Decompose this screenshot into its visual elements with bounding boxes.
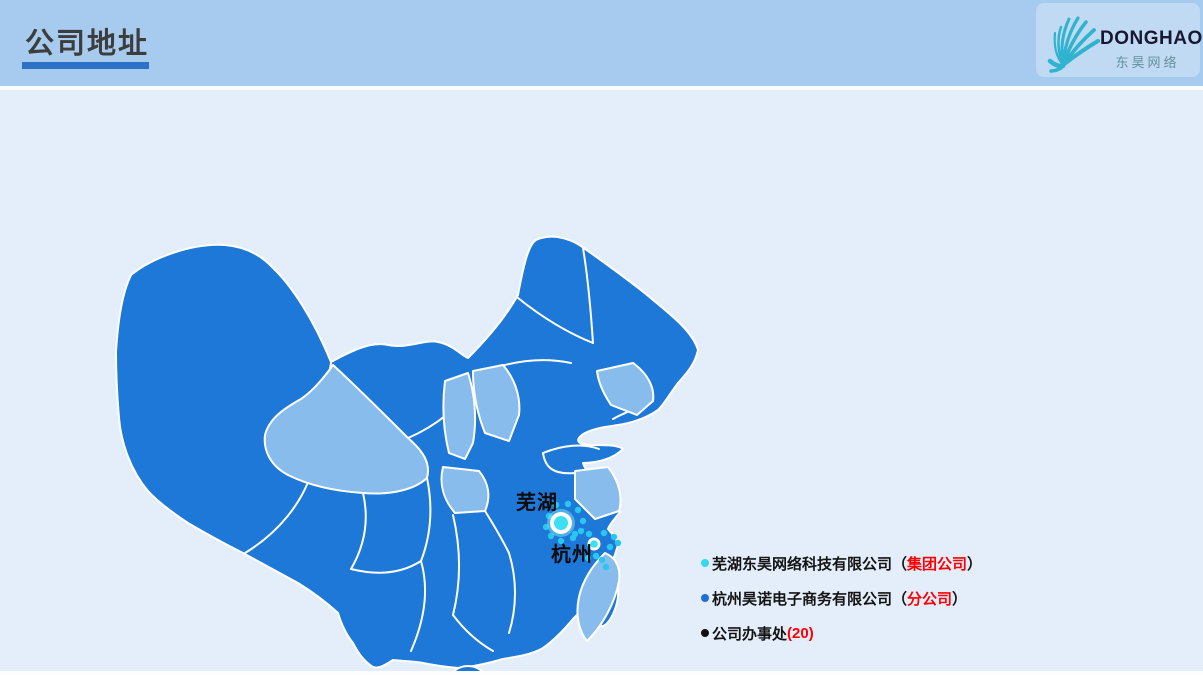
fan-leaves-icon [1047,16,1101,73]
content-area: 芜湖 杭州 芜湖东昊网络科技有限公司 （ 集团公司 ） 杭州昊诺电子商务有限公司… [0,90,1203,675]
legend-tag: 集团公司 [907,555,968,573]
legend-paren-close: ） [967,555,983,573]
legend-item-group: 芜湖东昊网络科技有限公司 （ 集团公司 ） [701,552,982,574]
bottom-edge [0,671,1203,675]
page-title: 公司地址 [25,28,150,60]
china-map [115,235,699,675]
legend-bullet-black [701,629,709,637]
legend-paren-open: （ [892,555,908,573]
header-divider [0,86,1203,90]
legend-tag: 分公司 [907,590,953,608]
legend-office-count: (20) [787,624,814,642]
map-label-wuhu: 芜湖 [516,492,558,514]
legend-paren-close: ） [952,590,968,608]
legend-bullet-blue [701,594,709,602]
legend-item-offices: 公司办事处 (20) [701,622,982,644]
logo-subtitle: 东昊网络 [1115,55,1180,70]
legend-company-name: 芜湖东昊网络科技有限公司 [712,555,893,573]
logo-name: DONGHAO [1100,28,1203,49]
legend: 芜湖东昊网络科技有限公司 （ 集团公司 ） 杭州昊诺电子商务有限公司 （ 分公司… [701,552,982,657]
legend-company-name: 杭州昊诺电子商务有限公司 [712,590,893,608]
map-label-hangzhou: 杭州 [551,544,593,566]
logo: DONGHAO 东昊网络 [1100,28,1203,71]
marker-wuhu [547,509,575,537]
legend-paren-open: （ [892,590,908,608]
marker-hangzhou [587,537,601,551]
legend-office-name: 公司办事处 [712,625,788,643]
legend-bullet-cyan [701,559,709,567]
legend-item-branch: 杭州昊诺电子商务有限公司 （ 分公司 ） [701,587,982,609]
title-underline [22,62,149,69]
header: 公司地址 DONGHAO 东昊网络 [0,0,1203,86]
light-provinces [263,362,655,642]
